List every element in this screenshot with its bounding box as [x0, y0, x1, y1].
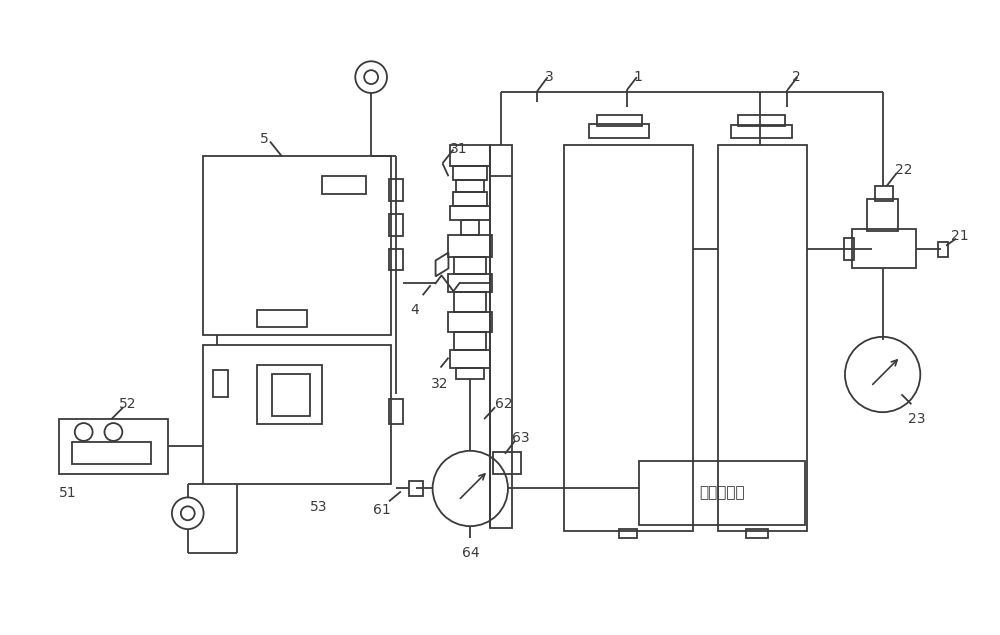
- Text: 3: 3: [545, 70, 553, 84]
- Bar: [454, 257, 486, 274]
- Bar: [746, 529, 768, 538]
- Bar: [389, 399, 403, 424]
- Text: 64: 64: [462, 546, 480, 560]
- Bar: [389, 214, 403, 236]
- Bar: [257, 364, 322, 424]
- Bar: [731, 124, 792, 138]
- Bar: [389, 249, 403, 271]
- Bar: [738, 115, 785, 126]
- Text: 31: 31: [450, 142, 468, 156]
- Bar: [454, 332, 486, 350]
- Bar: [844, 237, 854, 260]
- Text: 1: 1: [634, 70, 643, 84]
- Bar: [453, 166, 487, 180]
- Bar: [450, 206, 490, 220]
- Bar: [213, 370, 228, 398]
- Bar: [257, 310, 307, 327]
- Bar: [448, 312, 492, 332]
- Text: 4: 4: [411, 303, 420, 317]
- Text: 63: 63: [512, 431, 530, 445]
- Bar: [875, 186, 893, 201]
- Text: 23: 23: [908, 412, 926, 426]
- Text: 32: 32: [431, 377, 448, 391]
- Text: 53: 53: [310, 500, 327, 514]
- Bar: [456, 368, 484, 380]
- Bar: [59, 419, 168, 474]
- Text: 汽车发动机: 汽车发动机: [699, 485, 745, 500]
- Bar: [389, 179, 403, 201]
- Text: 2: 2: [792, 70, 801, 84]
- Bar: [409, 481, 423, 497]
- Bar: [597, 115, 642, 126]
- Bar: [448, 274, 492, 292]
- Bar: [72, 442, 151, 464]
- Text: 62: 62: [495, 398, 513, 411]
- Bar: [867, 199, 898, 231]
- Text: 5: 5: [260, 131, 269, 145]
- Bar: [619, 529, 637, 538]
- Text: 52: 52: [119, 398, 137, 411]
- Bar: [490, 145, 512, 528]
- Bar: [450, 350, 490, 368]
- Bar: [450, 145, 490, 166]
- Bar: [718, 145, 807, 531]
- Bar: [852, 229, 916, 269]
- Text: 21: 21: [951, 229, 969, 243]
- Bar: [456, 180, 484, 192]
- Bar: [203, 345, 391, 483]
- Bar: [448, 235, 492, 257]
- Bar: [589, 124, 649, 138]
- Bar: [938, 242, 948, 257]
- Bar: [639, 461, 805, 525]
- Bar: [493, 452, 521, 474]
- Bar: [203, 156, 391, 335]
- Bar: [272, 375, 310, 416]
- Bar: [453, 192, 487, 206]
- Bar: [322, 177, 366, 194]
- Bar: [461, 220, 479, 235]
- Text: 61: 61: [373, 504, 391, 518]
- Bar: [454, 292, 486, 312]
- Text: 51: 51: [59, 486, 77, 500]
- Text: 22: 22: [895, 163, 912, 177]
- Bar: [564, 145, 693, 531]
